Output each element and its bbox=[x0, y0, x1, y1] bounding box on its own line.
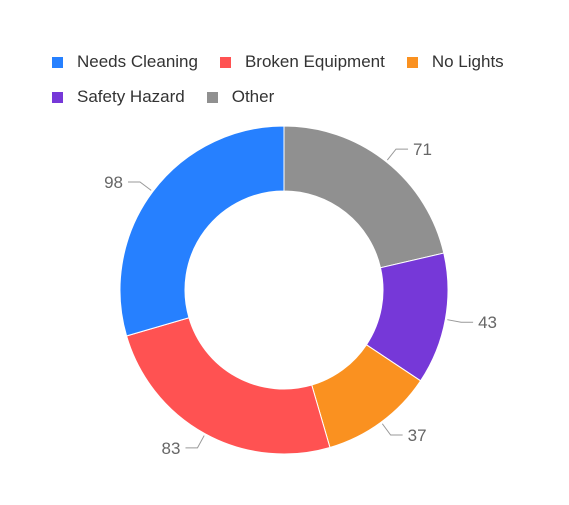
data-label-safety-hazard: 43 bbox=[478, 313, 497, 332]
leader-line-broken-equipment bbox=[185, 435, 205, 449]
legend-label-safety-hazard: Safety Hazard bbox=[77, 87, 185, 106]
leader-line-other bbox=[386, 148, 409, 161]
leader-line-safety-hazard bbox=[447, 319, 474, 323]
legend-item-other[interactable]: Other bbox=[206, 87, 275, 107]
legend-label-broken-equipment: Broken Equipment bbox=[244, 52, 385, 71]
slice-broken-equipment[interactable] bbox=[125, 317, 331, 455]
legend-label-other: Other bbox=[231, 87, 275, 106]
data-label-needs-cleaning: 98 bbox=[104, 173, 123, 192]
data-label-no-lights: 37 bbox=[408, 426, 427, 445]
legend-swatch-other bbox=[206, 91, 218, 103]
leader-line-needs-cleaning bbox=[127, 181, 152, 191]
legend-label-needs-cleaning: Needs Cleaning bbox=[77, 52, 198, 71]
slice-needs-cleaning[interactable] bbox=[119, 125, 285, 337]
legend-swatch-needs-cleaning bbox=[52, 56, 63, 68]
legend-item-no-lights[interactable]: No Lights bbox=[406, 52, 504, 72]
chart-legend: Needs Cleaning Broken Equipment No Light… bbox=[52, 50, 552, 120]
data-label-broken-equipment: 83 bbox=[162, 439, 181, 458]
legend-row-1: Needs Cleaning Broken Equipment No Light… bbox=[52, 50, 552, 74]
legend-swatch-safety-hazard bbox=[52, 91, 63, 103]
legend-swatch-broken-equipment bbox=[219, 56, 231, 68]
legend-item-needs-cleaning[interactable]: Needs Cleaning bbox=[52, 52, 198, 72]
legend-item-safety-hazard[interactable]: Safety Hazard bbox=[52, 87, 185, 107]
legend-label-no-lights: No Lights bbox=[431, 52, 504, 71]
legend-swatch-no-lights bbox=[406, 56, 418, 68]
data-label-other: 71 bbox=[413, 140, 432, 159]
leader-line-no-lights bbox=[381, 423, 403, 436]
legend-item-broken-equipment[interactable]: Broken Equipment bbox=[219, 52, 385, 72]
legend-row-2: Safety Hazard Other bbox=[52, 85, 552, 109]
